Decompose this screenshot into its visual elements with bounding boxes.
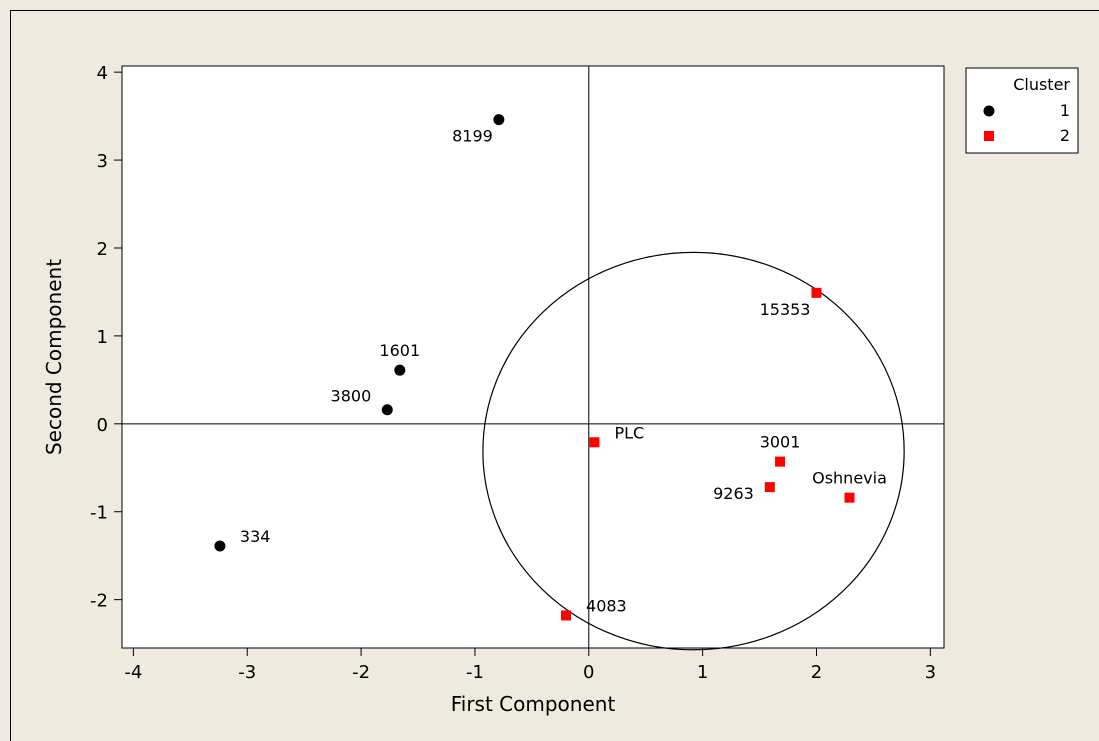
data-point-PLC (589, 437, 600, 448)
reference-lines (122, 66, 944, 648)
x-axis-title: First Component (451, 692, 616, 716)
points-layer (214, 114, 855, 621)
point-label-1601: 1601 (379, 341, 420, 360)
data-point-3001 (775, 456, 786, 467)
x-axis: -4 -3 -2 -1 0 1 2 3 (124, 648, 936, 683)
legend: Cluster 1 2 (965, 67, 1079, 154)
x-tick-label: 2 (811, 662, 822, 683)
data-point-8199 (493, 114, 505, 126)
x-tick-label: -4 (124, 662, 142, 683)
y-axis: -2 -1 0 1 2 3 4 (90, 63, 122, 612)
data-point-4083 (561, 610, 572, 621)
y-tick-label: -2 (90, 591, 108, 612)
point-label-8199: 8199 (452, 127, 493, 146)
data-point-1601 (394, 364, 406, 376)
x-tick-label: 3 (925, 662, 936, 683)
data-point-15353 (811, 287, 822, 298)
point-labels-layer: 8199 1601 3800 334 15353 PLC 3001 9263 Oshnevia 4… (240, 127, 887, 616)
point-label-9263: 9263 (713, 484, 754, 503)
legend-label-2: 2 (1060, 126, 1070, 145)
plot-area (121, 65, 945, 649)
point-label-334: 334 (240, 527, 271, 546)
chart-frame: -4 -3 -2 -1 0 1 2 3 -2 -1 0 1 2 3 4 8199 1601 3800 334 15… (10, 10, 1099, 741)
legend-label-1: 1 (1060, 101, 1070, 120)
data-point-Oshnevia (844, 492, 855, 503)
scatter-chart: -4 -3 -2 -1 0 1 2 3 -2 -1 0 1 2 3 4 8199 1601 3800 334 15… (42, 63, 1079, 716)
legend-marker-square-icon (984, 131, 994, 141)
point-label-3001: 3001 (760, 433, 801, 452)
x-tick-label: 1 (697, 662, 708, 683)
x-tick-label: -1 (466, 662, 484, 683)
point-label-4083: 4083 (586, 596, 627, 615)
x-tick-label: -3 (238, 662, 256, 683)
y-tick-label: 1 (97, 327, 108, 348)
y-tick-label: 0 (97, 415, 108, 436)
data-point-9263 (764, 482, 775, 493)
point-label-3800: 3800 (331, 387, 372, 406)
x-tick-label: 0 (583, 662, 594, 683)
data-point-334 (214, 540, 226, 552)
annotation-layer (482, 251, 905, 651)
legend-marker-circle-icon (983, 105, 995, 117)
y-tick-label: 3 (97, 151, 108, 172)
point-label-Oshnevia: Oshnevia (812, 469, 887, 488)
x-tick-label: -2 (352, 662, 370, 683)
legend-title: Cluster (1013, 75, 1070, 94)
data-point-3800 (381, 404, 393, 416)
y-tick-label: -1 (90, 503, 108, 524)
point-label-PLC: PLC (614, 423, 644, 442)
point-label-15353: 15353 (760, 300, 811, 319)
y-tick-label: 2 (97, 239, 108, 260)
y-tick-label: 4 (97, 63, 108, 84)
y-axis-title: Second Component (42, 259, 66, 455)
cluster-ellipse (482, 251, 905, 651)
